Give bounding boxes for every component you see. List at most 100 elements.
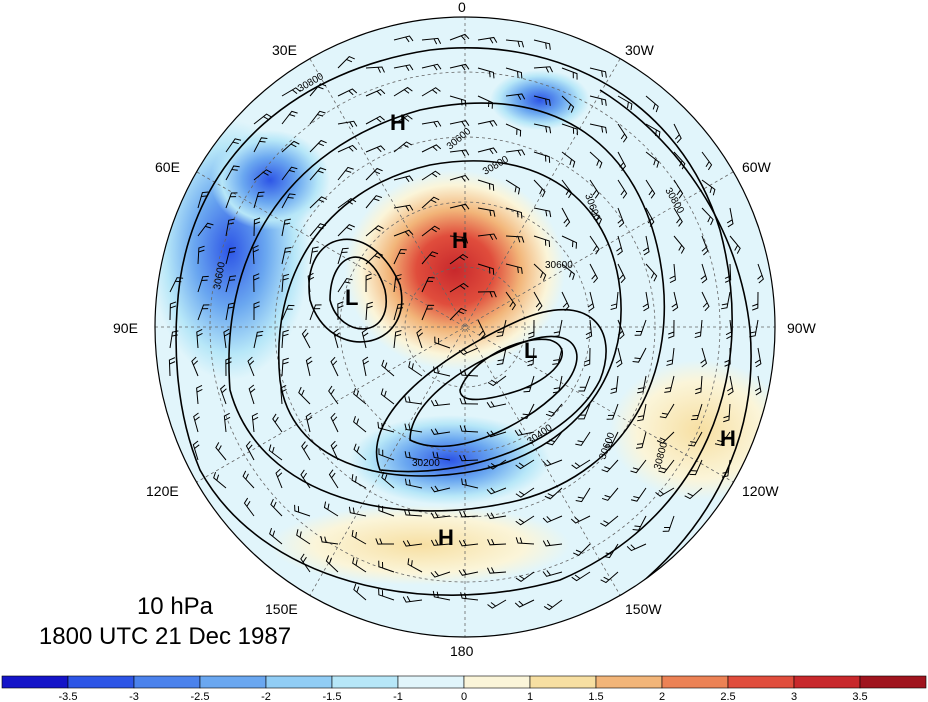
wind-barb	[673, 235, 685, 254]
wind-barb	[505, 179, 521, 195]
wind-barb	[191, 356, 199, 377]
colorbar-tick-label: 0	[461, 691, 467, 702]
wind-barb	[280, 384, 287, 405]
wind-barb	[449, 63, 470, 71]
wind-barb	[393, 303, 405, 321]
wind-barb	[552, 375, 563, 394]
longitude-label: 120W	[742, 483, 779, 499]
wind-barb	[505, 67, 523, 79]
colorbar: -3.5 -3 -2.5 -2 -1.5 -1 0 1 1.5 2 2.5 3 3.5	[1, 675, 927, 702]
wind-barb	[309, 246, 319, 265]
wind-barb	[365, 225, 384, 237]
wind-barb	[486, 487, 507, 495]
wind-barb	[632, 515, 647, 531]
colorbar-swatch	[793, 675, 861, 689]
wind-barb	[589, 207, 603, 225]
colorbar-swatch	[595, 675, 663, 689]
wind-barb	[515, 571, 535, 582]
wind-barb	[323, 501, 339, 517]
wind-barb	[353, 416, 367, 433]
wind-barb	[533, 179, 546, 198]
high-pressure-label: H	[452, 228, 468, 253]
wind-barb	[459, 397, 479, 405]
wind-barb	[477, 120, 498, 127]
wind-barb	[486, 401, 507, 408]
wind-barb	[247, 356, 255, 377]
wind-barb	[337, 166, 354, 181]
wind-barb	[309, 110, 326, 125]
longitude-label: 90E	[113, 320, 138, 336]
wind-barb	[430, 570, 451, 578]
colorbar-swatch	[463, 675, 531, 689]
wind-barb	[477, 319, 486, 340]
contour-line	[278, 160, 622, 477]
wind-barb	[544, 487, 563, 500]
wind-barb	[666, 347, 675, 366]
wind-barb	[225, 357, 232, 377]
wind-barb	[351, 529, 367, 545]
colorbar-swatch	[133, 675, 201, 689]
wind-barb	[225, 247, 236, 265]
contour-label: 30600	[545, 260, 573, 271]
colorbar-tick-label: -3.5	[59, 691, 78, 702]
wind-barb	[635, 431, 647, 449]
longitude-label: 0	[458, 0, 466, 15]
wind-barb	[684, 487, 703, 500]
wind-barb	[724, 347, 731, 367]
wind-barb	[416, 328, 424, 349]
wind-barb	[487, 459, 507, 470]
wind-barb	[421, 144, 442, 153]
wind-barb	[365, 167, 383, 181]
wind-barb	[449, 203, 470, 211]
wind-barb	[754, 347, 762, 368]
wind-barb	[365, 115, 385, 125]
wind-barb	[604, 431, 619, 447]
wind-barb	[330, 412, 339, 433]
wind-barb	[281, 246, 292, 265]
wind-barb	[477, 291, 497, 298]
colorbar-tick-label: 2.5	[720, 691, 735, 702]
wind-barb	[333, 328, 340, 349]
wind-barb	[561, 235, 578, 249]
wind-barb	[421, 120, 442, 128]
wind-barb	[352, 557, 367, 573]
wind-barb	[515, 537, 535, 545]
wind-barb	[330, 356, 339, 377]
wind-barb	[197, 275, 209, 293]
wind-barb	[630, 487, 647, 502]
colorbar-swatch	[727, 675, 795, 689]
wind-barb	[515, 459, 535, 470]
wind-barb	[407, 558, 423, 573]
wind-barb	[275, 468, 283, 489]
wind-barb	[701, 235, 709, 256]
wind-barb	[432, 451, 451, 461]
contour-line	[375, 308, 607, 473]
wind-barb	[694, 319, 703, 339]
wind-barb	[460, 592, 479, 601]
wind-barb	[610, 291, 619, 311]
wind-barb	[533, 235, 551, 247]
wind-barb	[309, 139, 327, 153]
wind-barb	[393, 229, 414, 237]
wind-barb	[196, 329, 203, 349]
wind-barb	[496, 319, 507, 337]
wind-barb	[458, 347, 479, 356]
wind-barb	[714, 431, 731, 446]
wind-barb	[281, 357, 289, 377]
wind-barb	[496, 347, 507, 366]
wind-barb	[642, 235, 650, 256]
wind-barb	[477, 207, 496, 217]
wind-barb	[270, 498, 283, 517]
wind-barb	[561, 263, 576, 280]
wind-barb	[729, 235, 741, 254]
wind-barb	[725, 319, 733, 340]
wind-barb	[337, 120, 358, 128]
wind-barb	[664, 375, 675, 393]
wind-barb	[378, 560, 395, 573]
colorbar-tick-label: -1	[393, 691, 403, 702]
colorbar-tick-label: -2.5	[191, 691, 210, 702]
wind-barb	[589, 67, 607, 78]
wind-barb	[269, 527, 283, 545]
wind-barb	[305, 412, 313, 433]
wind-barb	[656, 431, 675, 444]
